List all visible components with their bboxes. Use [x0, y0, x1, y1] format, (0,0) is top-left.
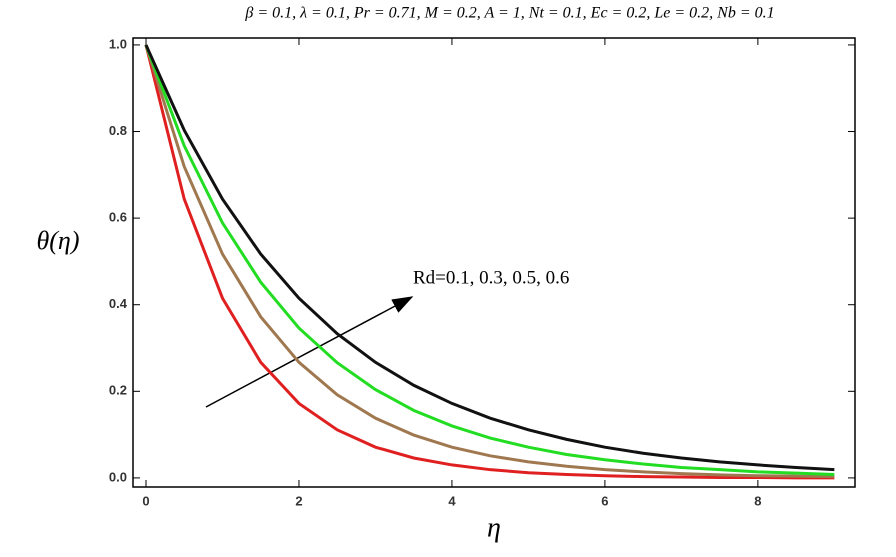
line-series: [144, 44, 835, 479]
x-tick-label: 2: [295, 493, 302, 508]
x-axis-label: η: [487, 512, 501, 543]
y-tick-label: 0.0: [109, 469, 127, 484]
x-tick-label: 4: [448, 493, 456, 508]
line-series: [144, 44, 835, 480]
x-tick-label: 8: [754, 493, 761, 508]
x-tick-label: 0: [142, 493, 149, 508]
annotation-arrow: [205, 296, 414, 408]
chart-title: β = 0.1, λ = 0.1, Pr = 0.71, M = 0.2, A …: [244, 5, 774, 22]
y-tick-label: 0.8: [109, 123, 127, 138]
y-tick-label: 0.4: [109, 296, 128, 311]
plot-frame: [132, 37, 856, 488]
y-axis-label: θ(η): [37, 226, 80, 255]
line-series: [144, 44, 835, 476]
x-tick-label: 6: [601, 493, 608, 508]
line-series: [144, 44, 835, 472]
y-tick-label: 0.2: [109, 383, 127, 398]
y-tick-label: 0.6: [109, 210, 127, 225]
y-tick-label: 1.0: [109, 36, 127, 51]
annotation: Rd=0.1, 0.3, 0.5, 0.6: [413, 267, 569, 288]
